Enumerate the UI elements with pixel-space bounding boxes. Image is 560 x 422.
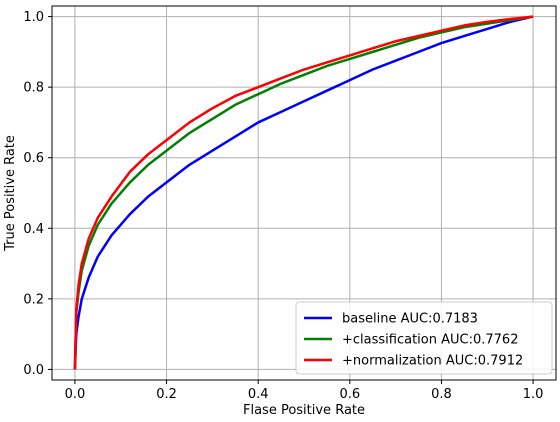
legend-label-2: +normalization AUC:0.7912 [342,354,523,369]
x-axis-label: Flase Positive Rate [243,403,365,418]
legend-label-1: +classification AUC:0.7762 [342,333,518,348]
x-tick-label: 0.6 [339,387,360,402]
grid-lines [52,6,556,380]
series-line-2 [73,15,534,370]
plot-frame [51,5,557,381]
y-tick-label: 0.6 [23,151,44,166]
legend-box [295,301,553,375]
y-tick-label: 0.0 [23,363,44,378]
x-tick-label: 0.2 [156,387,177,402]
y-tick-label: 0.4 [23,222,44,237]
legend-label-0: baseline AUC:0.7183 [342,312,478,327]
series-lines [73,15,534,370]
legend: baseline AUC:0.7183 +classification AUC:0… [295,301,553,375]
y-axis-label: True Positive Rate [3,135,18,252]
series-line-0 [73,15,534,370]
x-tick-label: 0.8 [431,387,452,402]
series-line-1 [73,15,534,370]
y-tick-label: 1.0 [23,10,44,25]
y-tick-label: 0.2 [23,292,44,307]
x-tick-label: 1.0 [523,387,544,402]
axis-ticks: 0.0 0.2 0.4 0.6 0.8 1.0 0.0 0.2 0.4 0.6 0.8 1.0 [23,10,543,402]
y-tick-label: 0.8 [23,81,44,96]
x-tick-label: 0.0 [65,387,86,402]
x-tick-label: 0.4 [248,387,269,402]
